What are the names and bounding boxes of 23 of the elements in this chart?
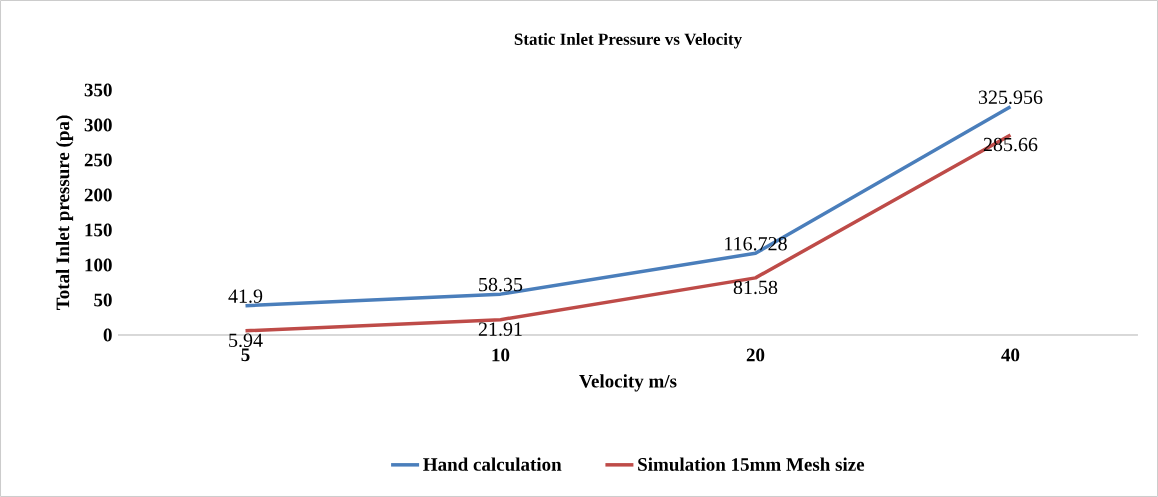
y-tick-label: 100 xyxy=(85,258,112,272)
x-tick-label: 5 xyxy=(241,348,250,362)
y-tick-label: 150 xyxy=(85,223,112,237)
data-label: 5.94 xyxy=(229,333,263,348)
y-tick-label: 300 xyxy=(84,118,112,132)
legend-label: Hand calculation xyxy=(423,457,562,471)
y-tick-label: 0 xyxy=(103,328,112,342)
data-label: 41.9 xyxy=(228,289,263,303)
y-axis-title: Total Inlet pressure (pa) xyxy=(55,115,74,310)
data-label: 58.35 xyxy=(479,277,523,292)
data-label: 325.956 xyxy=(978,90,1043,105)
y-tick-label: 200 xyxy=(84,188,112,202)
y-tick-label: 50 xyxy=(94,293,112,307)
legend-label: Simulation 15mm Mesh size xyxy=(638,457,865,471)
chart-title: Static Inlet Pressure vs Velocity xyxy=(514,33,742,49)
data-label: 21.91 xyxy=(478,322,522,336)
x-tick-label: 20 xyxy=(746,348,765,362)
y-tick-label: 350 xyxy=(84,83,112,97)
x-tick-label: 40 xyxy=(1001,348,1020,362)
data-label: 81.58 xyxy=(733,280,778,295)
x-axis-title: Velocity m/s xyxy=(579,374,677,392)
y-tick-label: 250 xyxy=(84,153,112,167)
x-tick-label: 10 xyxy=(492,348,510,362)
